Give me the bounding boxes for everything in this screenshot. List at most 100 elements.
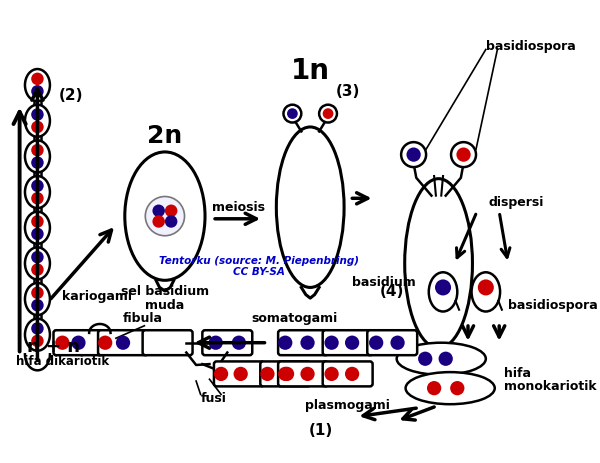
FancyBboxPatch shape	[323, 362, 373, 387]
Circle shape	[301, 367, 314, 381]
FancyBboxPatch shape	[260, 362, 310, 387]
FancyBboxPatch shape	[53, 330, 103, 355]
FancyBboxPatch shape	[323, 330, 373, 355]
Text: n + n: n + n	[27, 338, 80, 356]
Circle shape	[214, 367, 228, 381]
Circle shape	[325, 367, 339, 381]
Circle shape	[31, 73, 44, 85]
Circle shape	[287, 108, 298, 119]
Text: CC BY-SA: CC BY-SA	[233, 267, 284, 277]
Ellipse shape	[25, 247, 50, 279]
Circle shape	[391, 336, 405, 350]
Ellipse shape	[125, 152, 205, 280]
Text: monokariotik: monokariotik	[503, 380, 596, 393]
FancyBboxPatch shape	[202, 330, 252, 355]
FancyBboxPatch shape	[278, 362, 328, 387]
Circle shape	[31, 121, 44, 133]
Text: hifa: hifa	[503, 368, 530, 381]
Circle shape	[427, 381, 441, 395]
Circle shape	[31, 144, 44, 156]
Circle shape	[301, 336, 314, 350]
Circle shape	[278, 367, 292, 381]
Circle shape	[145, 196, 185, 236]
Circle shape	[345, 336, 359, 350]
Circle shape	[280, 367, 294, 381]
Text: (1): (1)	[309, 423, 333, 438]
Circle shape	[232, 336, 246, 350]
Circle shape	[98, 336, 112, 350]
Text: basidium: basidium	[352, 276, 416, 289]
Text: (4): (4)	[380, 284, 404, 300]
Circle shape	[283, 105, 301, 123]
FancyBboxPatch shape	[214, 362, 264, 387]
Ellipse shape	[25, 105, 50, 137]
FancyBboxPatch shape	[278, 330, 328, 355]
Ellipse shape	[25, 69, 50, 101]
Circle shape	[31, 335, 44, 347]
Ellipse shape	[25, 283, 50, 315]
Text: dispersi: dispersi	[488, 196, 544, 209]
Circle shape	[260, 367, 275, 381]
Ellipse shape	[25, 140, 50, 172]
Circle shape	[401, 142, 426, 167]
Circle shape	[71, 336, 86, 350]
Text: sel basidium: sel basidium	[121, 285, 209, 298]
Ellipse shape	[429, 272, 457, 312]
Ellipse shape	[25, 212, 50, 244]
Circle shape	[31, 322, 44, 335]
Ellipse shape	[406, 372, 495, 404]
Circle shape	[31, 299, 44, 312]
Circle shape	[165, 205, 178, 217]
Circle shape	[31, 287, 44, 299]
Circle shape	[152, 205, 165, 217]
Circle shape	[31, 263, 44, 276]
Text: (2): (2)	[59, 88, 83, 103]
Text: somatogami: somatogami	[251, 312, 337, 325]
FancyBboxPatch shape	[98, 330, 148, 355]
Ellipse shape	[277, 127, 344, 288]
Circle shape	[31, 156, 44, 169]
Circle shape	[278, 336, 292, 350]
Circle shape	[439, 351, 453, 366]
Circle shape	[31, 192, 44, 205]
Circle shape	[31, 180, 44, 192]
Ellipse shape	[25, 176, 50, 208]
Text: fibula: fibula	[122, 312, 163, 325]
FancyBboxPatch shape	[143, 330, 193, 355]
Text: (3): (3)	[335, 84, 360, 99]
Circle shape	[31, 251, 44, 263]
Ellipse shape	[405, 179, 472, 348]
Circle shape	[116, 336, 130, 350]
Circle shape	[418, 351, 433, 366]
Text: fusi: fusi	[201, 392, 227, 406]
Text: muda: muda	[145, 299, 185, 312]
Circle shape	[406, 148, 421, 162]
Circle shape	[325, 336, 339, 350]
Text: basidiospora: basidiospora	[486, 40, 575, 53]
Circle shape	[450, 381, 464, 395]
Ellipse shape	[397, 343, 486, 375]
Circle shape	[319, 105, 337, 123]
Circle shape	[31, 108, 44, 121]
Text: 2n: 2n	[147, 124, 182, 148]
Text: plasmogami: plasmogami	[305, 400, 390, 413]
Circle shape	[345, 367, 359, 381]
Circle shape	[31, 85, 44, 98]
Circle shape	[31, 215, 44, 228]
Circle shape	[152, 215, 165, 228]
Circle shape	[457, 148, 470, 162]
Text: kariogami: kariogami	[62, 290, 133, 303]
Ellipse shape	[25, 319, 50, 351]
Ellipse shape	[472, 272, 500, 312]
Text: 1n: 1n	[291, 57, 330, 85]
Circle shape	[451, 142, 476, 167]
Circle shape	[209, 336, 223, 350]
Text: basidiospora: basidiospora	[508, 299, 598, 312]
Circle shape	[369, 336, 383, 350]
Circle shape	[55, 336, 70, 350]
Circle shape	[478, 279, 494, 295]
FancyBboxPatch shape	[367, 330, 417, 355]
Circle shape	[165, 215, 178, 228]
Text: Tentorku (source: M. Piepenbring): Tentorku (source: M. Piepenbring)	[158, 256, 359, 266]
Circle shape	[435, 279, 451, 295]
